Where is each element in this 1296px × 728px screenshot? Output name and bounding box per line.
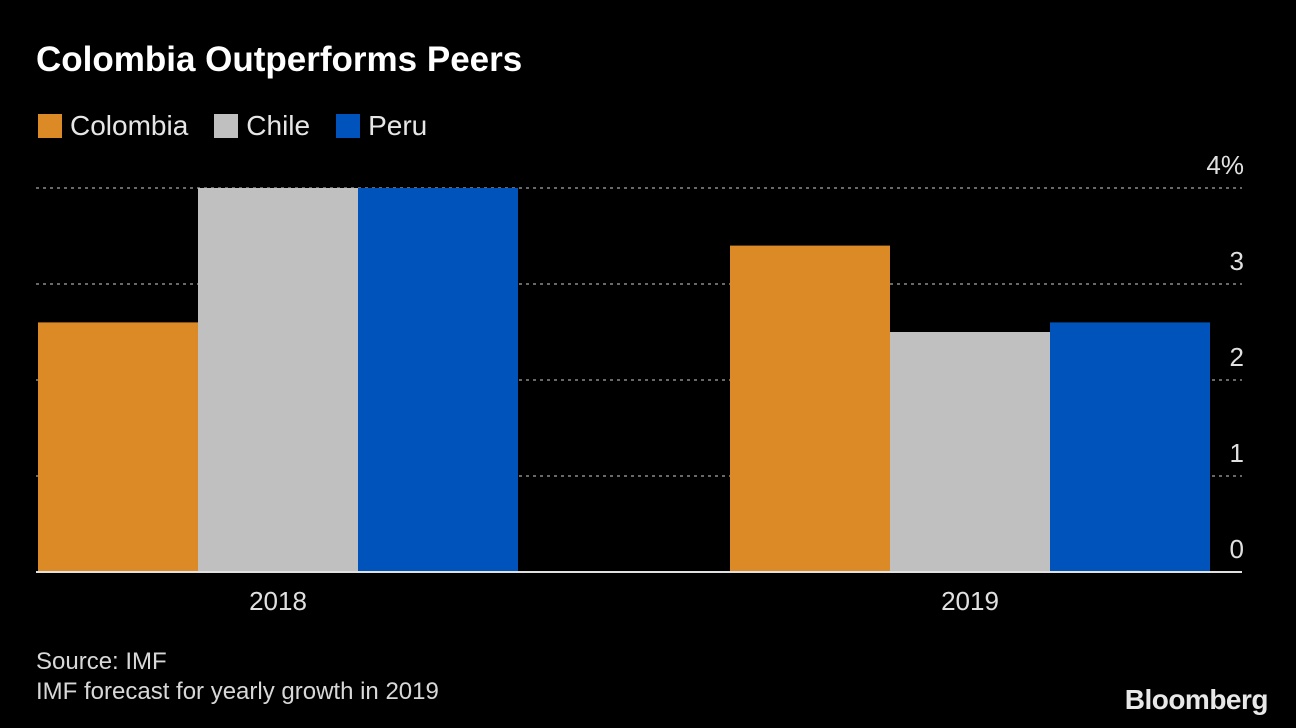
bar-colombia-2018: [38, 322, 198, 572]
legend-swatch-colombia: [38, 114, 62, 138]
legend-swatch-chile: [214, 114, 239, 138]
footnote: IMF forecast for yearly growth in 2019: [36, 678, 439, 705]
legend-swatch-peru: [336, 114, 361, 138]
y-tick-label: 2: [1230, 342, 1244, 372]
y-tick-label: 4%: [1206, 150, 1244, 180]
y-tick-label: 3: [1230, 246, 1244, 276]
y-tick-label: 0: [1230, 534, 1244, 564]
legend-item-chile: Chile: [214, 110, 310, 142]
bar-peru-2019: [1050, 322, 1210, 572]
chart-title: Colombia Outperforms Peers: [36, 40, 523, 79]
bloomberg-logo: Bloomberg: [1124, 684, 1269, 715]
bar-colombia-2019: [730, 245, 890, 572]
source-note: Source: IMF: [36, 648, 167, 675]
legend-item-colombia: Colombia: [38, 110, 188, 142]
legend: Colombia Chile Peru: [38, 110, 427, 142]
y-tick-label: 1: [1230, 438, 1244, 468]
legend-label-peru: Peru: [368, 110, 428, 141]
x-tick-label: 2019: [941, 586, 999, 616]
legend-label-chile: Chile: [246, 110, 311, 141]
bar-chile-2019: [890, 332, 1050, 572]
bar-peru-2018: [358, 188, 518, 572]
bar-chile-2018: [198, 188, 358, 572]
x-tick-label: 2018: [249, 586, 307, 616]
legend-item-peru: Peru: [336, 110, 427, 142]
legend-label-colombia: Colombia: [70, 110, 189, 141]
